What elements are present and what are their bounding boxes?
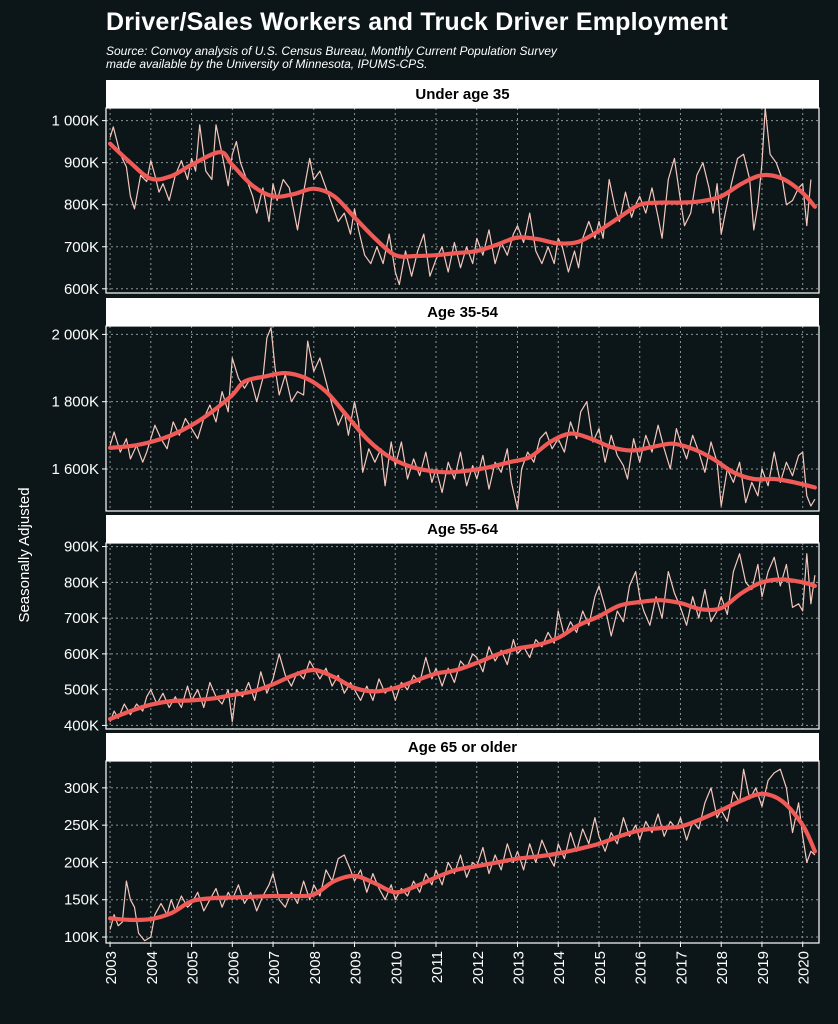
x-tick-label: 2018 <box>714 951 731 984</box>
chart-title: Driver/Sales Workers and Truck Driver Em… <box>106 8 728 36</box>
y-tick-label: 800K <box>64 574 99 591</box>
y-tick-label: 700K <box>64 610 99 627</box>
y-tick-label: 100K <box>64 929 99 946</box>
x-tick-label: 2015 <box>592 951 609 984</box>
panel-3: Age 55-64 400K 500K 600K 700K 800K 900K <box>64 515 820 734</box>
trend-series-line <box>108 577 817 722</box>
x-tick-label: 2004 <box>144 951 161 984</box>
y-tick-label: 300K <box>64 780 99 797</box>
x-tick-label: 2014 <box>551 951 568 984</box>
y-tick-label: 500K <box>64 682 99 699</box>
x-tick-label: 2016 <box>633 951 650 984</box>
panel-4: Age 65 or older 100K 150K 200K 250K 300K <box>64 733 820 946</box>
y-tick-label: 900K <box>64 539 99 556</box>
x-tick-label: 2003 <box>103 951 120 984</box>
y-tick-label: 600K <box>64 281 99 298</box>
x-tick-label: 2009 <box>348 951 365 984</box>
raw-series-line <box>109 768 816 942</box>
y-tick-label: 250K <box>64 817 99 834</box>
x-tick-label: 2006 <box>225 951 242 984</box>
facet-label: Age 35-54 <box>427 304 499 321</box>
x-tick-label: 2013 <box>511 951 528 984</box>
panel-border <box>105 325 820 512</box>
x-tick-label: 2020 <box>796 951 813 984</box>
y-tick-label: 400K <box>64 717 99 734</box>
y-tick-label: 1 800K <box>51 394 99 411</box>
trend-series-line <box>108 370 817 490</box>
x-tick-label: 2011 <box>429 951 446 983</box>
panel-1: Under age 35 600K 700K 800K 900K 1 000K <box>51 80 820 298</box>
chart-subtitle: Source: Convoy analysis of U.S. Census B… <box>106 44 557 71</box>
facet-strip <box>106 298 819 326</box>
trend-series-line <box>108 141 817 259</box>
raw-series-line <box>109 108 812 286</box>
x-tick-label: 2017 <box>673 951 690 984</box>
facet-strip <box>106 515 819 543</box>
facet-label: Under age 35 <box>415 86 509 103</box>
x-axis: 2003 2004 2005 2006 2007 2008 2009 2010 2011 2012… <box>103 943 813 984</box>
y-tick-label: 900K <box>64 155 99 172</box>
chart-panels: Under age 35 600K 700K 800K 900K 1 000K Age 35… <box>51 80 820 946</box>
panel-border <box>105 760 820 944</box>
facet-label: Age 55-64 <box>427 521 499 538</box>
x-tick-label: 2008 <box>307 951 324 984</box>
panel-border <box>105 542 820 730</box>
y-tick-label: 2 000K <box>51 326 99 343</box>
panel-2: Age 35-54 1 600K 1 800K 2 000K <box>51 298 820 512</box>
x-tick-label: 2019 <box>755 951 772 984</box>
trend-series-line <box>108 791 817 923</box>
facet-strip <box>106 80 819 108</box>
panel-border <box>105 107 820 294</box>
y-tick-label: 600K <box>64 646 99 663</box>
raw-series-line <box>109 327 816 510</box>
y-tick-label: 700K <box>64 239 99 256</box>
facet-strip <box>106 733 819 761</box>
x-tick-label: 2012 <box>470 951 487 984</box>
y-axis-label: Seasonally Adjusted <box>16 487 33 622</box>
y-tick-label: 150K <box>64 892 99 909</box>
x-tick-label: 2010 <box>388 951 405 984</box>
y-tick-label: 200K <box>64 854 99 871</box>
y-tick-label: 1 600K <box>51 461 99 478</box>
y-tick-label: 800K <box>64 197 99 214</box>
x-tick-label: 2005 <box>185 951 202 984</box>
y-tick-label: 1 000K <box>51 113 99 130</box>
x-tick-label: 2007 <box>266 951 283 984</box>
facet-label: Age 65 or older <box>408 739 517 756</box>
